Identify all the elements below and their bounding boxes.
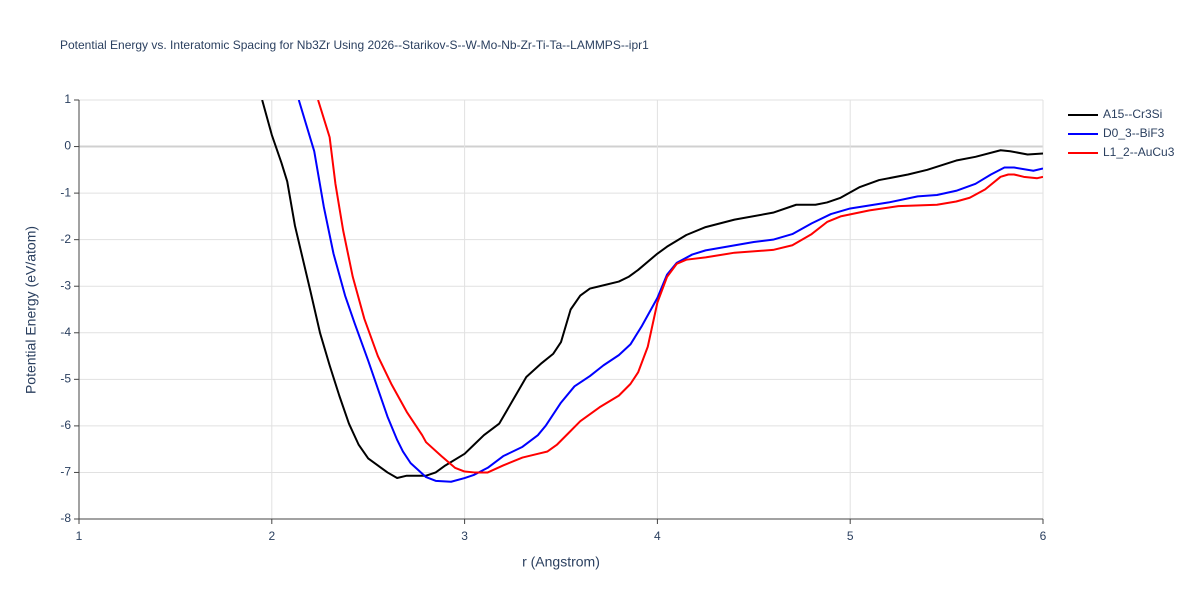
x-tick-label: 5 <box>847 529 854 543</box>
series-line <box>297 100 1043 483</box>
y-tick-label: -7 <box>60 465 71 479</box>
y-tick-label: -2 <box>60 232 71 246</box>
y-tick-label: -3 <box>60 278 71 292</box>
chart-title: Potential Energy vs. Interatomic Spacing… <box>60 38 649 52</box>
y-tick-label: -1 <box>60 185 71 199</box>
y-tick-label: 0 <box>64 139 71 153</box>
plot-area <box>261 100 1043 483</box>
y-tick-label: -8 <box>60 511 71 525</box>
series-line <box>261 100 1043 480</box>
x-tick-label: 1 <box>76 529 83 543</box>
series-line <box>317 100 1043 474</box>
y-tick-label: -6 <box>60 418 71 432</box>
legend-label: L1_2--AuCu3 <box>1103 145 1175 159</box>
y-tick-label: 1 <box>64 92 71 106</box>
y-tick-label: -5 <box>60 372 71 386</box>
x-tick-label: 4 <box>654 529 661 543</box>
y-axis-label: Potential Energy (eV/atom) <box>23 226 39 394</box>
y-tick-label: -4 <box>60 325 71 339</box>
legend-label: A15--Cr3Si <box>1103 107 1162 121</box>
x-tick-label: 3 <box>461 529 468 543</box>
x-tick-label: 6 <box>1040 529 1047 543</box>
grid <box>74 99 1044 524</box>
x-tick-label: 2 <box>268 529 275 543</box>
x-axis-label: r (Angstrom) <box>522 554 600 570</box>
legend-label: D0_3--BiF3 <box>1103 126 1165 140</box>
